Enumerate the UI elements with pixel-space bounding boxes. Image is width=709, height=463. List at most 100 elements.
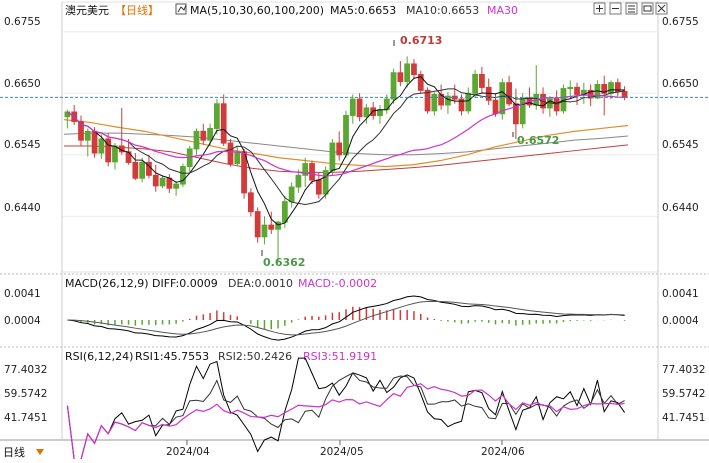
candle-body bbox=[261, 224, 268, 238]
ma-params-label: MA(5,10,30,60,100,200) bbox=[190, 4, 324, 17]
candle-body bbox=[614, 82, 621, 92]
candle-body bbox=[417, 74, 424, 91]
ma30-line bbox=[67, 94, 625, 177]
candle-body bbox=[472, 74, 478, 94]
period-tab[interactable]: 日线 bbox=[3, 445, 44, 459]
date-label-may: 2024/05 bbox=[320, 446, 364, 458]
zoom-out-icon[interactable] bbox=[609, 2, 622, 15]
rsi-tick-right: 59.5742 bbox=[662, 388, 705, 400]
candle-body bbox=[281, 201, 288, 223]
candle-body bbox=[227, 142, 234, 165]
candle-body bbox=[315, 179, 322, 195]
candle-body bbox=[390, 72, 397, 100]
rsi2-line bbox=[66, 372, 625, 461]
candle-body bbox=[254, 211, 261, 238]
period-tab-label: 日线 bbox=[3, 445, 25, 459]
rsi-tick-right: 77.4032 bbox=[662, 364, 705, 376]
candle-body bbox=[404, 63, 411, 83]
candle-body bbox=[567, 86, 574, 90]
rsi-tick-left: 59.5742 bbox=[4, 388, 47, 400]
candle-body bbox=[241, 151, 247, 194]
mid-low-price-label: 0.6572 bbox=[517, 134, 559, 147]
zoom-in-icon[interactable] bbox=[593, 2, 606, 15]
candle-body bbox=[288, 186, 295, 203]
rsi-tick-right: 41.7451 bbox=[662, 412, 705, 424]
candle-body bbox=[363, 107, 370, 118]
price-tick-left: 0.6440 bbox=[4, 202, 41, 214]
ma60-line bbox=[63, 119, 629, 168]
ma-toggle-icon[interactable] bbox=[175, 3, 187, 15]
ma5-value: MA5:0.6653 bbox=[330, 4, 396, 17]
candle-body bbox=[91, 130, 98, 154]
macd-diff-value: DIFF:0.0009 bbox=[152, 277, 218, 290]
price-tick-left: 0.6755 bbox=[4, 16, 41, 28]
macd-header: MACD(26,12,9) DIFF:0.0009 DEA:0.0010 MAC… bbox=[65, 277, 377, 290]
price-tick-right: 0.6650 bbox=[662, 78, 699, 90]
date-label-jun: 2024/06 bbox=[481, 446, 525, 458]
symbol-label: 澳元美元 bbox=[65, 4, 109, 17]
candle-body bbox=[465, 92, 472, 112]
date-axis: 2024/04 2024/05 2024/06 bbox=[166, 440, 525, 458]
candle-body bbox=[302, 163, 309, 176]
candle-body bbox=[132, 161, 139, 179]
rsi3-value: RSI3:51.9191 bbox=[303, 350, 377, 363]
rsi2-value: RSI2:50.2426 bbox=[218, 350, 292, 363]
dropdown-arrow-icon bbox=[36, 449, 44, 455]
window-icon[interactable] bbox=[641, 2, 654, 15]
candle-body bbox=[608, 82, 614, 94]
candle-body bbox=[397, 72, 404, 83]
ma10-value: MA10:0.6653 bbox=[406, 4, 479, 17]
ma-toggle-icon-path bbox=[177, 4, 187, 13]
chart-header: 澳元美元 【日线】 MA(5,10,30,60,100,200) MA5:0.6… bbox=[65, 3, 518, 17]
period-label: 【日线】 bbox=[115, 3, 159, 17]
candle-body bbox=[445, 95, 451, 106]
candle-body bbox=[479, 74, 485, 88]
candle-body bbox=[513, 103, 519, 125]
price-tick-left: 0.6650 bbox=[4, 78, 41, 90]
candle-body bbox=[139, 161, 146, 179]
ma10-line bbox=[67, 88, 625, 206]
candle-body bbox=[356, 98, 363, 118]
rsi3-line bbox=[66, 383, 625, 461]
candle-body bbox=[601, 83, 608, 94]
macd-dea-value: DEA:0.0010 bbox=[228, 277, 293, 290]
candle-body bbox=[295, 174, 302, 188]
candle-body bbox=[499, 82, 506, 115]
candle-body bbox=[112, 145, 118, 163]
rsi-header: RSI(6,12,24) RSI1:45.7553 RSI2:50.2426 R… bbox=[65, 350, 377, 363]
rsi-axis: 77.4032 59.5742 41.7451 77.4032 59.5742 … bbox=[4, 364, 705, 424]
candle-body bbox=[159, 177, 166, 187]
macd-dea-line bbox=[67, 300, 625, 336]
candle-body bbox=[506, 82, 512, 105]
candle-body bbox=[268, 224, 275, 230]
macd-diff-line bbox=[67, 295, 625, 341]
candle-body bbox=[180, 166, 186, 185]
price-tick-right: 0.6440 bbox=[662, 202, 699, 214]
toolbar bbox=[593, 2, 668, 15]
candle-body bbox=[621, 90, 628, 98]
candle-body bbox=[200, 130, 207, 141]
candle-body bbox=[152, 174, 159, 187]
candle-body bbox=[247, 192, 254, 213]
low-price-label: 0.6362 bbox=[263, 256, 305, 269]
ma5-line bbox=[67, 76, 625, 226]
price-annotations: 0.6713 0.6362 0.6572 bbox=[261, 34, 559, 269]
candle-body bbox=[431, 93, 438, 112]
rsi1-value: RSI1:45.7553 bbox=[135, 350, 209, 363]
price-axis: 0.6755 0.6650 0.6545 0.6440 0.6755 0.665… bbox=[4, 16, 699, 214]
candle-body bbox=[349, 98, 356, 117]
candle-body bbox=[519, 97, 526, 125]
price-tick-right: 0.6545 bbox=[662, 139, 699, 151]
candle-body bbox=[98, 138, 105, 154]
candle-body bbox=[309, 163, 315, 181]
rsi1-line bbox=[66, 357, 626, 461]
candle-body bbox=[166, 177, 173, 189]
close-icon[interactable] bbox=[655, 2, 668, 15]
candle-body bbox=[322, 170, 329, 195]
rsi-params-label: RSI(6,12,24) bbox=[65, 350, 133, 363]
candle-body bbox=[343, 115, 349, 156]
candle-body bbox=[78, 120, 84, 141]
grid-icon[interactable] bbox=[625, 2, 638, 15]
candle-body bbox=[214, 103, 220, 129]
